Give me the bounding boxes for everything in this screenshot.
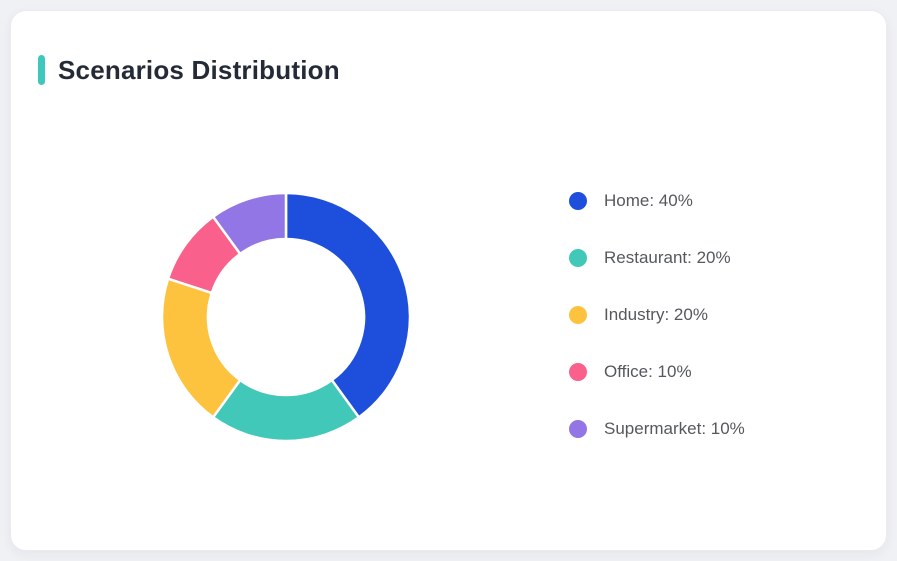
donut-slice-home[interactable]: [284, 192, 411, 419]
legend-item-home[interactable]: Home: 40%: [569, 192, 745, 210]
legend-item-restaurant[interactable]: Restaurant: 20%: [569, 249, 745, 267]
donut-chart: [161, 192, 411, 442]
legend-label: Supermarket: 10%: [604, 419, 745, 438]
legend-label: Industry: 20%: [604, 305, 708, 324]
card-header: Scenarios Distribution: [38, 54, 340, 86]
legend-item-industry[interactable]: Industry: 20%: [569, 306, 745, 324]
scenarios-distribution-card: Scenarios Distribution Home: 40% Restaur…: [10, 10, 887, 551]
legend-item-office[interactable]: Office: 10%: [569, 363, 745, 381]
donut-slice-supermarket[interactable]: [211, 192, 288, 256]
legend-label: Restaurant: 20%: [604, 248, 731, 267]
legend-label: Office: 10%: [604, 362, 692, 381]
card-title: Scenarios Distribution: [58, 55, 340, 85]
legend-label: Home: 40%: [604, 191, 693, 210]
legend-dot-restaurant: [569, 249, 587, 267]
legend-item-supermarket[interactable]: Supermarket: 10%: [569, 420, 745, 438]
title-accent-bar: [38, 55, 45, 85]
legend-dot-home: [569, 192, 587, 210]
chart-legend: Home: 40% Restaurant: 20% Industry: 20% …: [569, 192, 745, 477]
legend-dot-industry: [569, 306, 587, 324]
legend-dot-office: [569, 363, 587, 381]
donut-slice-industry[interactable]: [161, 277, 242, 419]
legend-dot-supermarket: [569, 420, 587, 438]
